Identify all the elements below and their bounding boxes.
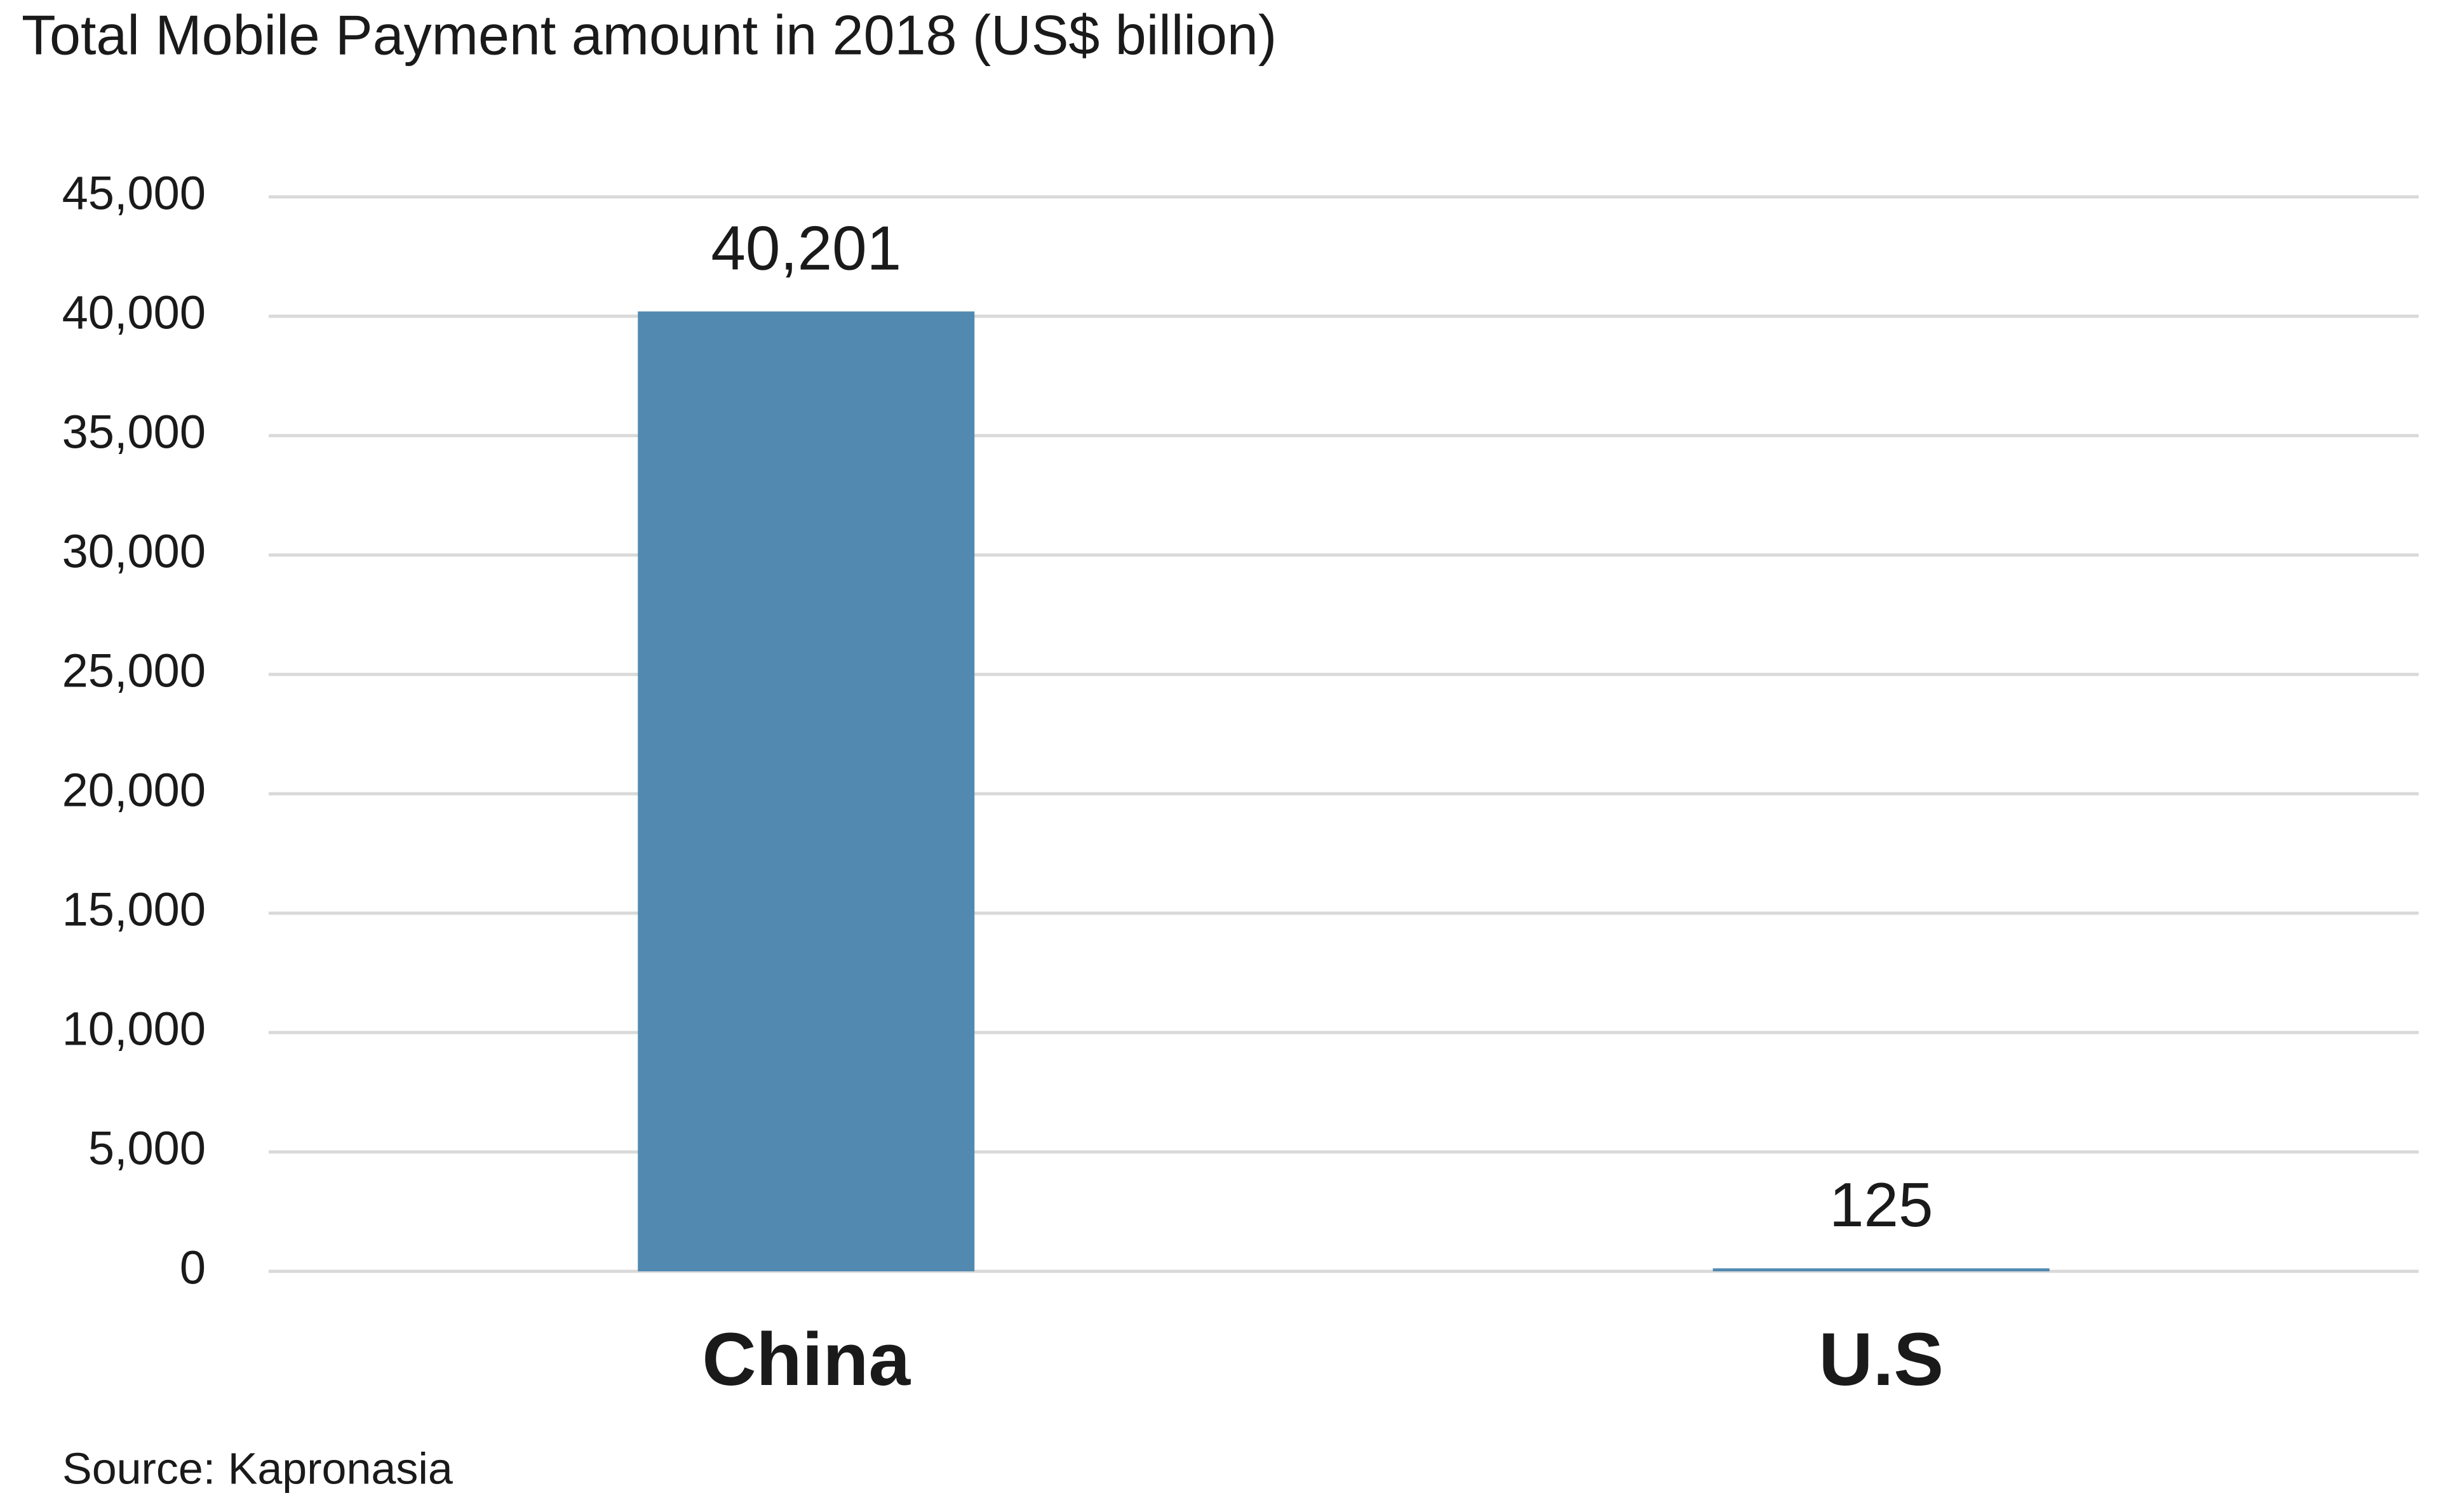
y-tick-label: 0 [180, 1241, 206, 1294]
y-tick-label: 5,000 [88, 1122, 206, 1175]
y-tick-label: 35,000 [62, 406, 206, 458]
y-tick-label: 45,000 [62, 167, 206, 220]
y-tick-label: 10,000 [62, 1003, 206, 1055]
bar [638, 311, 975, 1272]
x-tick-label: China [702, 1318, 911, 1402]
value-label: 40,201 [711, 213, 901, 283]
y-tick-label: 30,000 [62, 525, 206, 578]
y-tick-label: 20,000 [62, 764, 206, 817]
bar [1712, 1268, 2050, 1271]
y-tick-label: 25,000 [62, 645, 206, 697]
source-note: Source: Kapronasia [62, 1443, 453, 1493]
y-tick-label: 15,000 [62, 883, 206, 936]
chart-title: Total Mobile Payment amount in 2018 (US$… [22, 3, 1277, 66]
x-tick-label: U.S [1818, 1318, 1944, 1402]
y-tick-label: 40,000 [62, 286, 206, 339]
value-label: 125 [1829, 1170, 1933, 1240]
